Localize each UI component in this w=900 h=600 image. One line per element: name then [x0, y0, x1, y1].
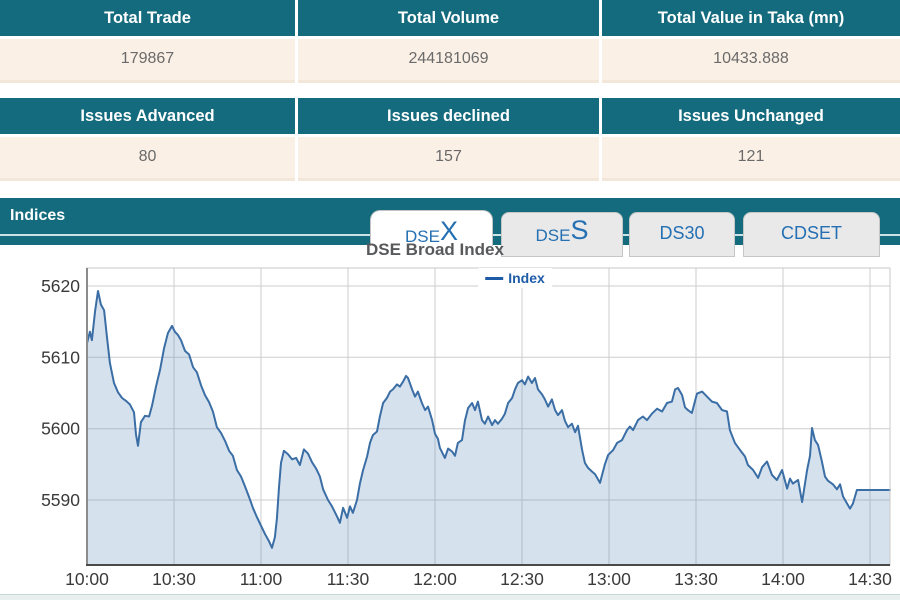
index-area-fill	[87, 291, 890, 565]
bottom-divider	[0, 594, 900, 600]
x-tick-label: 13:30	[674, 569, 718, 589]
x-tick-label: 14:00	[761, 569, 805, 589]
tab-cdset-label: CDSET	[780, 223, 842, 243]
tab-ds30-label: DS30	[659, 223, 705, 243]
tab-dses-label: DSE	[535, 226, 571, 245]
total-volume-header: Total Volume	[298, 0, 599, 36]
issues-unchanged-header: Issues Unchanged	[602, 98, 900, 134]
x-tick-label: 11:30	[327, 569, 370, 589]
issues-unchanged-value: 121	[602, 137, 900, 181]
y-tick-label: 5610	[41, 347, 80, 367]
x-tick-label: 11:00	[240, 569, 283, 589]
issues-declined-header: Issues declined	[298, 98, 599, 134]
total-volume-value: 244181069	[298, 39, 599, 83]
issues-declined-value: 157	[298, 137, 599, 181]
x-tick-label: 12:30	[500, 569, 544, 589]
chart-legend: Index	[478, 268, 552, 288]
indices-label: Indices	[10, 207, 66, 224]
x-tick-label: 10:00	[65, 569, 109, 589]
tab-dsex[interactable]: DSE X	[370, 210, 493, 246]
legend-series-label: Index	[508, 270, 545, 286]
x-tick-label: 12:00	[413, 569, 457, 589]
x-tick-label: 13:00	[587, 569, 631, 589]
total-trade-value: 179867	[0, 39, 295, 83]
x-tick-label: 14:30	[848, 569, 892, 589]
x-tick-label: 10:30	[152, 569, 196, 589]
total-trade-header: Total Trade	[0, 0, 295, 36]
issues-advanced-value: 80	[0, 137, 295, 181]
trade-summary-table: Total Trade Total Volume Total Value in …	[0, 0, 900, 83]
y-tick-label: 5600	[41, 419, 80, 439]
index-line	[86, 290, 891, 549]
issues-summary-table: Issues Advanced Issues declined Issues U…	[0, 98, 900, 181]
tab-dsex-label: DSE	[405, 227, 440, 246]
total-value-value: 10433.888	[602, 39, 900, 83]
tab-dses[interactable]: DSE S	[501, 212, 623, 257]
y-tick-label: 5590	[41, 490, 80, 510]
y-tick-label: 5620	[41, 276, 80, 296]
tab-ds30[interactable]: DS30	[629, 212, 735, 257]
tab-cdset[interactable]: CDSET	[743, 212, 880, 257]
issues-advanced-header: Issues Advanced	[0, 98, 295, 134]
chart-title: DSE Broad Index	[366, 240, 504, 259]
total-value-header: Total Value in Taka (mn)	[602, 0, 900, 36]
legend-line-marker-icon	[485, 276, 504, 280]
